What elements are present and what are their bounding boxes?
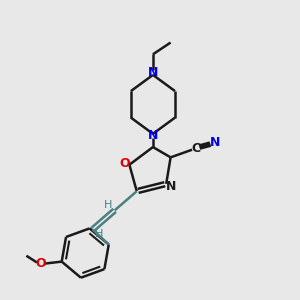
Text: N: N — [210, 136, 220, 149]
Text: H: H — [104, 200, 112, 210]
Text: N: N — [166, 180, 176, 193]
Text: O: O — [35, 257, 46, 271]
Text: N: N — [148, 66, 158, 79]
Text: N: N — [148, 129, 158, 142]
Text: C: C — [191, 142, 200, 155]
Text: H: H — [95, 229, 103, 239]
Text: O: O — [120, 157, 130, 170]
